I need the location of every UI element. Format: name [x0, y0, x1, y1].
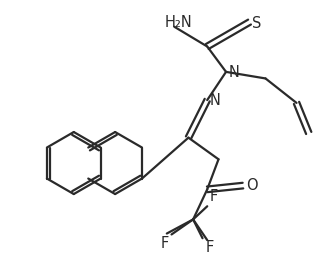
- Text: F: F: [160, 236, 169, 251]
- Text: N: N: [229, 65, 240, 80]
- Text: F: F: [205, 240, 214, 255]
- Text: F: F: [210, 189, 218, 204]
- Text: N: N: [210, 93, 221, 108]
- Text: O: O: [246, 178, 257, 193]
- Text: H₂N: H₂N: [165, 15, 193, 30]
- Text: S: S: [252, 15, 262, 31]
